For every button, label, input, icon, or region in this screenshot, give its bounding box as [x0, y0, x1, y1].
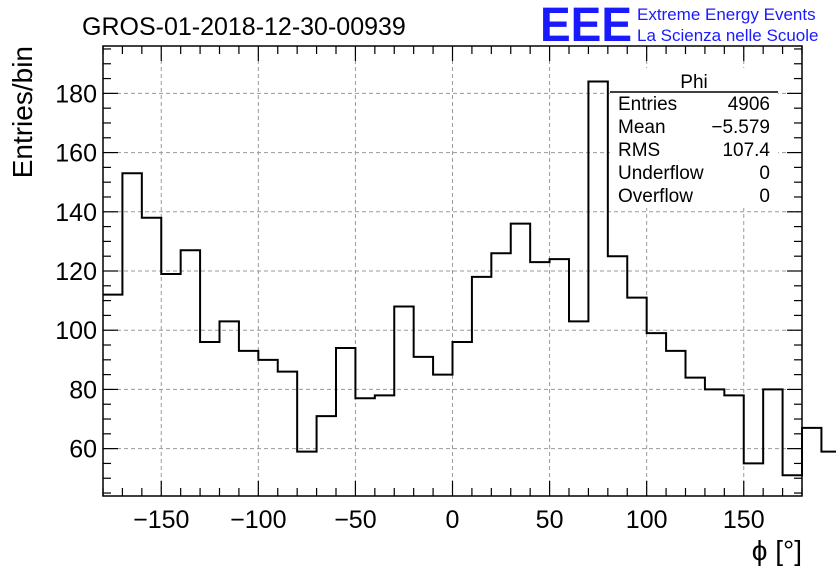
stats-value-underflow: 0 [759, 163, 770, 184]
x-tick-label: −100 [230, 506, 286, 534]
stats-value-overflow: 0 [759, 186, 770, 207]
stats-box: Phi Entries 4906 Mean −5.579 RMS 107.4 U… [610, 68, 778, 208]
x-tick-label: −150 [133, 506, 189, 534]
stats-label-mean: Mean [618, 117, 666, 138]
y-tick-label: 100 [55, 317, 97, 345]
plot-title: GROS-01-2018-12-30-00939 [82, 13, 406, 41]
stats-value-mean: −5.579 [711, 117, 770, 138]
x-tick-label: 100 [626, 506, 668, 534]
logo-line2: La Scienza nelle Scuole [637, 26, 818, 45]
y-tick-label: 120 [55, 258, 97, 286]
x-axis-label: ϕ [°] [752, 535, 802, 566]
x-tick-label: 50 [536, 506, 564, 534]
stats-label-overflow: Overflow [618, 186, 693, 207]
histogram-outline [103, 80, 836, 477]
stats-label-rms: RMS [618, 140, 660, 161]
y-tick-label: 160 [55, 140, 97, 168]
plot-frame [102, 45, 803, 497]
logo-line1: Extreme Energy Events [637, 5, 816, 24]
stats-label-underflow: Underflow [618, 163, 704, 184]
logo-text: EEE [540, 0, 632, 52]
x-tick-label: 0 [446, 506, 460, 534]
x-tick-label: −50 [334, 506, 376, 534]
y-tick-label: 180 [55, 80, 97, 108]
stats-value-rms: 107.4 [722, 140, 770, 161]
axis-ticks [102, 46, 803, 496]
y-axis-label: Entries/bin [7, 46, 38, 178]
x-tick-labels: −150 −100 −50 0 50 100 150 [133, 506, 765, 534]
stats-value-entries: 4906 [728, 94, 770, 115]
y-tick-label: 60 [69, 436, 97, 464]
x-tick-label: 150 [723, 506, 765, 534]
y-tick-label: 80 [69, 376, 97, 404]
y-tick-label: 140 [55, 199, 97, 227]
stats-title: Phi [680, 72, 707, 93]
y-tick-labels: 60 80 100 120 140 160 180 [55, 80, 97, 463]
stats-label-entries: Entries [618, 94, 677, 115]
eee-logo: EEE Extreme Energy Events La Scienza nel… [540, 0, 818, 52]
